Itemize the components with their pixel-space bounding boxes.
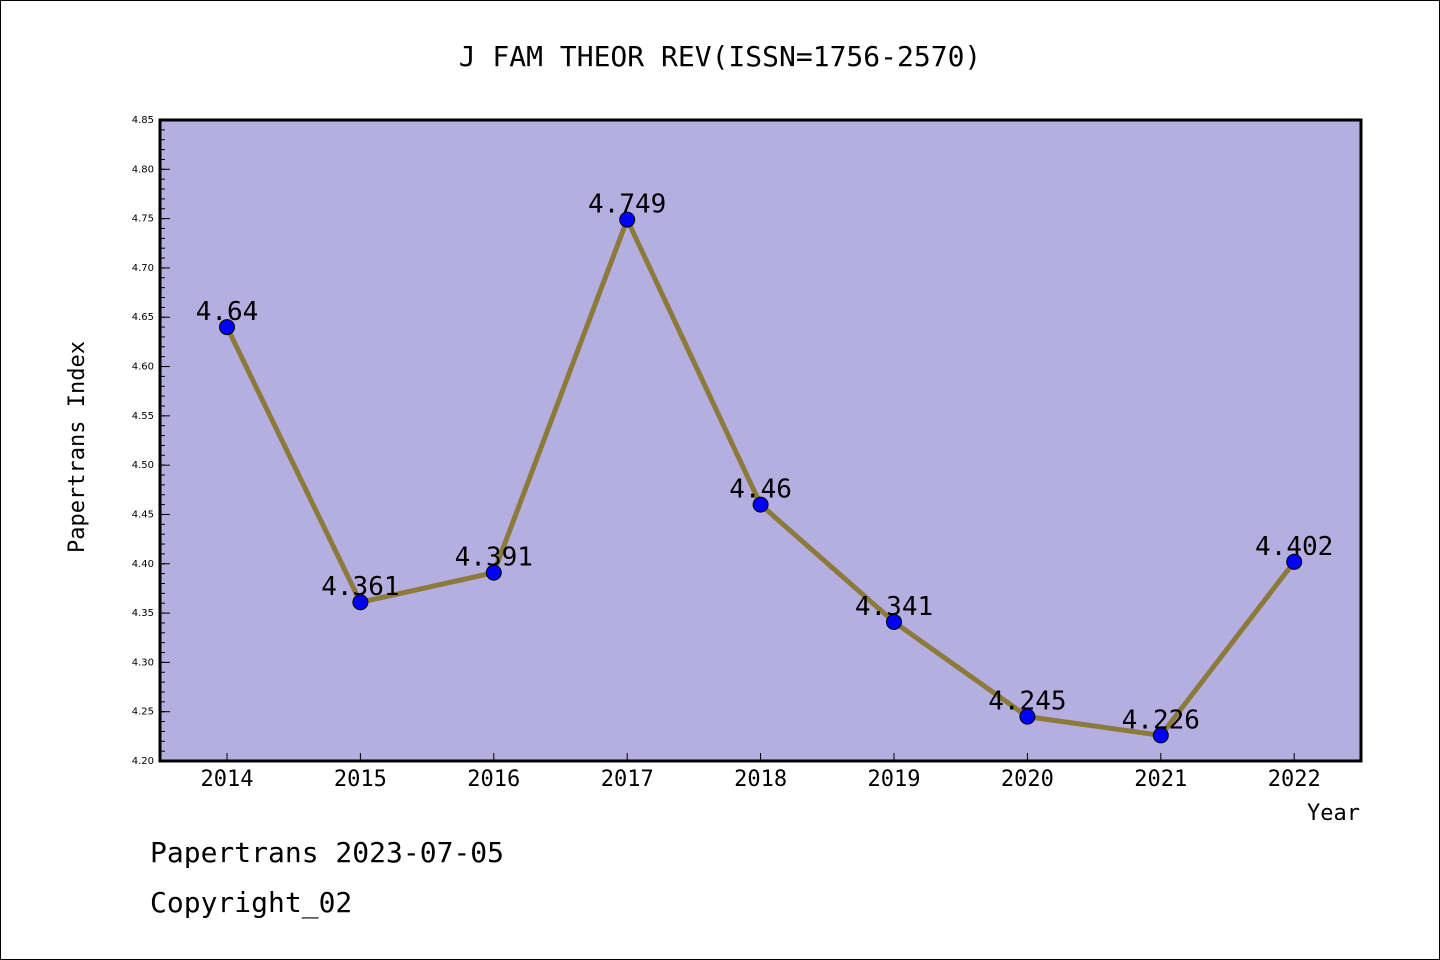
data-point (886, 613, 902, 630)
x-axis: 2014 2015 2016 2017 2018 2019 2020 2021 2022 (201, 753, 1321, 792)
data-label: 4.361 (321, 572, 399, 602)
x-tick-label: 2020 (1001, 767, 1054, 792)
data-point (1019, 708, 1036, 725)
y-tick-label: 4.60 (132, 362, 154, 373)
y-tick-label: 4.45 (132, 509, 154, 520)
y-tick-label: 4.50 (132, 460, 154, 471)
y-tick-label: 4.75 (132, 214, 154, 225)
y-tick-label: 4.30 (132, 657, 154, 668)
data-label: 4.226 (1122, 705, 1200, 735)
y-tick-label: 4.85 (132, 115, 154, 126)
y-tick-label: 4.65 (132, 312, 154, 323)
data-point (1152, 727, 1169, 744)
y-tick-label: 4.55 (132, 411, 154, 422)
data-point (1286, 553, 1303, 570)
chart-title: J FAM THEOR REV(ISSN=1756-2570) (459, 40, 982, 73)
series-layer: 4.64 4.361 4.391 4.749 4.46 4.341 4.245 4.226 4.… (196, 190, 1333, 744)
y-axis: 4.20 4.25 4.30 4.35 4.40 4.45 4.50 4.55 4.60 4.65… (132, 115, 170, 767)
footer-date: Papertrans 2023-07-05 (150, 836, 505, 869)
y-tick-label: 4.25 (132, 707, 154, 718)
data-point (752, 496, 769, 513)
x-tick-label: 2015 (334, 767, 387, 792)
y-tick-label: 4.70 (132, 263, 154, 274)
y-axis-label: Papertrans Index (65, 341, 90, 553)
x-tick-label: 2022 (1268, 767, 1321, 792)
x-axis-label: Year (1307, 801, 1360, 826)
data-point (485, 564, 502, 581)
data-point (352, 594, 369, 611)
y-tick-label: 4.35 (132, 608, 154, 619)
x-tick-label: 2019 (868, 767, 921, 792)
data-label: 4.245 (988, 687, 1066, 717)
data-point (219, 319, 235, 336)
x-tick-label: 2021 (1134, 767, 1187, 792)
data-label: 4.402 (1255, 532, 1333, 562)
data-point (619, 211, 636, 228)
plot-area (158, 118, 1363, 763)
x-tick-label: 2014 (201, 767, 254, 792)
data-label: 4.341 (855, 592, 933, 622)
y-tick-label: 4.80 (132, 164, 154, 175)
x-tick-label: 2018 (734, 767, 787, 792)
x-tick-label: 2016 (467, 767, 520, 792)
footer-copyright: Copyright_02 (150, 886, 353, 919)
data-label: 4.64 (196, 297, 259, 327)
data-label: 4.46 (729, 475, 792, 505)
data-label: 4.749 (588, 190, 666, 220)
data-label: 4.391 (455, 543, 533, 573)
y-tick-label: 4.40 (132, 559, 154, 570)
x-tick-label: 2017 (601, 767, 654, 792)
y-tick-label: 4.20 (132, 756, 154, 767)
